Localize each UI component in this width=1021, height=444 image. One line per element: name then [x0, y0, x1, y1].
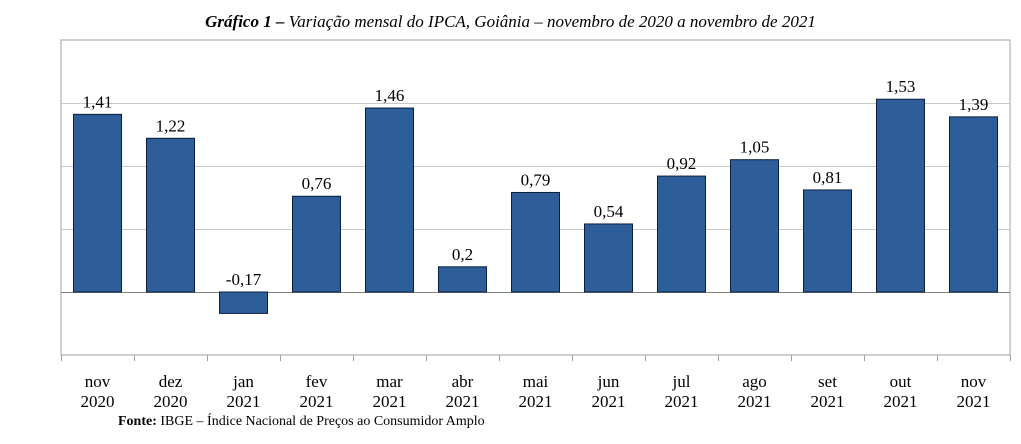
bar [292, 195, 341, 293]
data-label: -0,17 [226, 270, 262, 289]
data-label: 1,41 [83, 92, 113, 111]
x-tick-label-month: mai [523, 372, 549, 391]
bar [657, 175, 706, 293]
x-tick-label-month: out [890, 372, 912, 391]
x-tick-label-year: 2021 [373, 392, 407, 411]
bar [949, 116, 998, 293]
x-tick-label-year: 2021 [446, 392, 480, 411]
x-tick-label-year: 2021 [811, 392, 845, 411]
plot-frame [60, 39, 1011, 356]
x-tick-label-month: fev [306, 372, 328, 391]
chart-title-prefix: Gráfico 1 – [205, 12, 285, 31]
data-label: 0,76 [302, 174, 332, 193]
x-tick-label-month: jun [597, 372, 620, 391]
x-tick-label-year: 2021 [519, 392, 553, 411]
bar [511, 191, 560, 293]
bar [438, 266, 487, 293]
bar [584, 223, 633, 293]
x-tick-label-month: jan [232, 372, 254, 391]
source-note: Fonte: IBGE – Índice Nacional de Preços … [118, 414, 485, 430]
x-tick-label-year: 2021 [665, 392, 699, 411]
x-tick-label-month: nov [85, 372, 111, 391]
x-tick-label-year: 2020 [154, 392, 188, 411]
x-tick-label-year: 2021 [957, 392, 991, 411]
x-tick-label-month: jul [672, 372, 691, 391]
data-label: 1,53 [886, 77, 916, 96]
data-label: 1,22 [156, 116, 186, 135]
data-label: 0,92 [667, 154, 697, 173]
x-tick-label-year: 2021 [300, 392, 334, 411]
bar [73, 113, 122, 293]
data-label: 1,39 [959, 95, 989, 114]
data-label: 0,54 [594, 202, 624, 221]
x-tick-label-month: nov [961, 372, 987, 391]
data-label: 1,05 [740, 138, 770, 157]
x-tick-label-month: abr [452, 372, 474, 391]
bar [730, 159, 779, 293]
x-tick-label-month: mar [376, 372, 403, 391]
source-label: Fonte: [118, 414, 157, 429]
bar [803, 189, 852, 293]
data-label: 0,81 [813, 168, 843, 187]
chart-title-text: Variação mensal do IPCA, Goiânia – novem… [288, 12, 816, 31]
data-label: 0,79 [521, 170, 551, 189]
x-tick-label-month: set [818, 372, 837, 391]
x-tick-label-year: 2021 [738, 392, 772, 411]
bar [219, 291, 268, 314]
x-tick-label-year: 2021 [227, 392, 261, 411]
bar [146, 137, 195, 293]
bar [876, 98, 925, 293]
chart-title: Gráfico 1 – Variação mensal do IPCA, Goi… [0, 12, 1021, 32]
source-text: IBGE – Índice Nacional de Preços ao Cons… [160, 414, 485, 429]
data-label: 1,46 [375, 86, 405, 105]
x-tick-label-year: 2021 [592, 392, 626, 411]
x-tick-label-month: dez [159, 372, 183, 391]
x-tick-label-month: ago [742, 372, 767, 391]
bar [365, 107, 414, 293]
data-label: 0,2 [452, 245, 473, 264]
x-tick-label-year: 2020 [81, 392, 115, 411]
x-tick-label-year: 2021 [884, 392, 918, 411]
